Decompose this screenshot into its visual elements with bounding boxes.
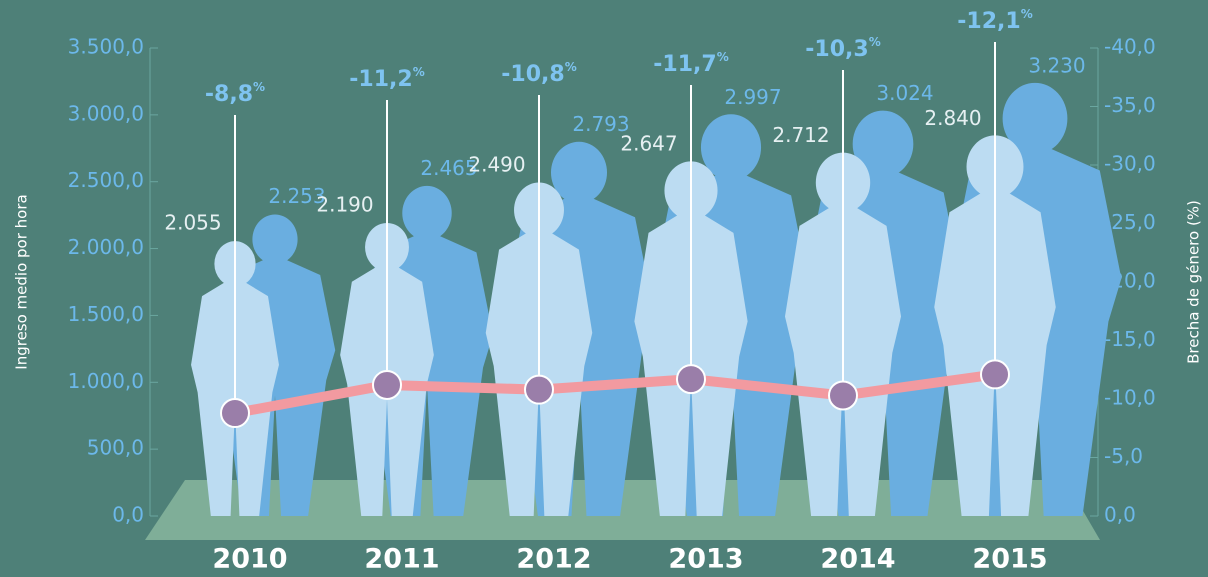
x-tick-label: 2013 — [668, 544, 743, 575]
y2-tick-label: -25,0 — [1104, 210, 1156, 234]
gap-unit: % — [717, 50, 729, 64]
value-label: 2.190 — [316, 193, 373, 217]
x-tick-label: 2011 — [364, 544, 439, 575]
value-label: 2.712 — [772, 123, 829, 147]
x-tick-label: 2015 — [972, 544, 1047, 575]
y-tick-label: 2.000,0 — [68, 235, 144, 259]
gap-value: -11,7 — [653, 52, 716, 77]
gap-unit: % — [253, 80, 265, 94]
value-label: 2.997 — [724, 85, 781, 109]
value-label: 2.793 — [572, 112, 629, 136]
gap-line — [234, 369, 996, 418]
y-tick-label: 1.500,0 — [68, 302, 144, 326]
gap-label: -11,2% — [349, 65, 424, 93]
gap-label: -11,7% — [653, 50, 728, 78]
gap-point — [676, 364, 706, 395]
y2-tick-label: -10,0 — [1104, 386, 1156, 410]
gap-value: -10,3 — [805, 37, 868, 62]
y-tick-label: 3.500,0 — [68, 35, 144, 59]
gap-point — [220, 398, 250, 429]
y-tick-label: 1.000,0 — [68, 369, 144, 393]
y2-tick-label: -35,0 — [1104, 93, 1156, 117]
value-label: 2.465 — [420, 156, 477, 180]
y-tick-label: 3.000,0 — [68, 101, 144, 125]
value-label: 2.490 — [468, 153, 525, 177]
y2-axis-title: Brecha de género (%) — [1185, 200, 1203, 364]
gap-label: -10,8% — [501, 60, 576, 88]
y2-tick-label: -30,0 — [1104, 152, 1156, 176]
x-tick-label: 2012 — [516, 544, 591, 575]
y2-tick-label: 0,0 — [1104, 503, 1136, 527]
y-axis-title: Ingreso medio por hora — [13, 194, 31, 369]
y-tick-label: 0,0 — [112, 503, 144, 527]
value-label: 3.024 — [876, 81, 933, 105]
value-label: 2.647 — [620, 132, 677, 156]
gap-value: -8,8 — [205, 82, 253, 107]
value-label: 2.055 — [164, 211, 221, 235]
x-tick-label: 2010 — [212, 544, 287, 575]
gap-point — [372, 369, 402, 400]
gap-value: -12,1 — [957, 9, 1020, 34]
y-tick-label: 2.500,0 — [68, 168, 144, 192]
y2-tick-label: -40,0 — [1104, 35, 1156, 59]
gap-point — [980, 359, 1010, 390]
y2-tick-label: -5,0 — [1104, 444, 1143, 468]
gap-label: -12,1% — [957, 7, 1032, 35]
gap-unit: % — [1021, 7, 1033, 21]
gap-value: -11,2 — [349, 67, 412, 92]
gap-point — [828, 380, 858, 411]
y2-tick-label: -15,0 — [1104, 327, 1156, 351]
gap-unit: % — [565, 60, 577, 74]
gap-point — [524, 374, 554, 405]
gap-unit: % — [413, 65, 425, 79]
gap-label: -10,3% — [805, 35, 880, 63]
value-label: 3.230 — [1028, 54, 1085, 78]
value-label: 2.253 — [268, 184, 325, 208]
value-label: 2.840 — [924, 106, 981, 130]
y-tick-label: 500,0 — [87, 436, 144, 460]
gap-label: -8,8% — [205, 80, 265, 108]
gap-value: -10,8 — [501, 62, 564, 87]
x-tick-label: 2014 — [820, 544, 895, 575]
gap-unit: % — [869, 35, 881, 49]
